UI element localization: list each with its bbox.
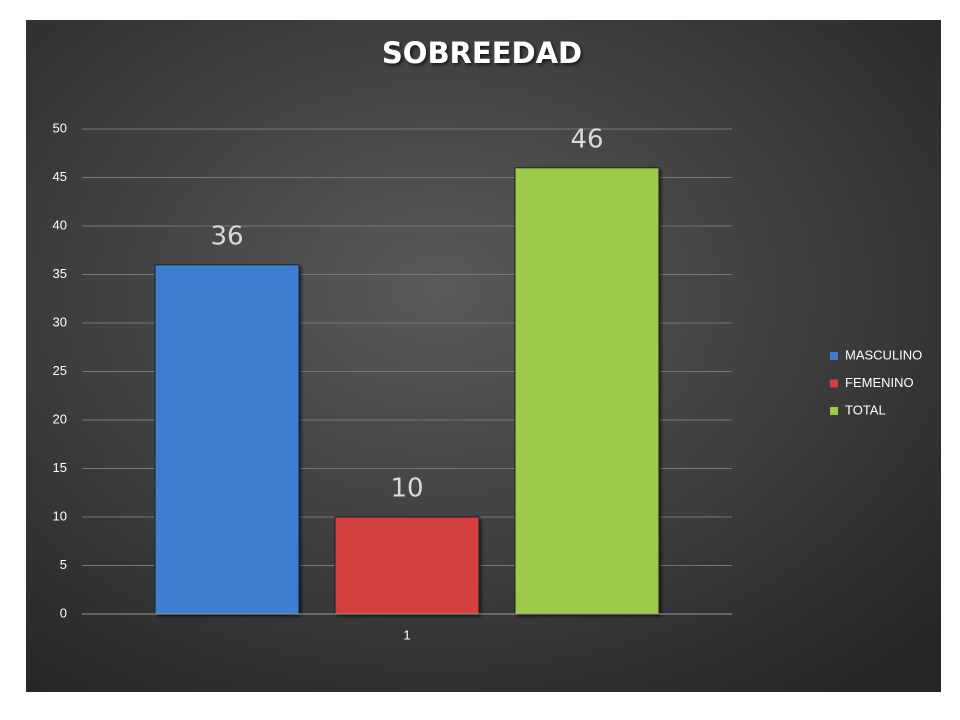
y-tick-label: 50	[53, 120, 67, 135]
y-tick-label: 45	[53, 169, 67, 184]
y-tick-label: 35	[53, 266, 67, 281]
legend-marker	[830, 407, 838, 415]
data-label: 46	[570, 124, 603, 154]
bar	[154, 264, 300, 615]
bar	[334, 516, 480, 615]
y-tick-label: 5	[60, 557, 67, 572]
y-tick-label: 0	[60, 605, 67, 620]
y-tick-label: 15	[53, 460, 67, 475]
chart-title: SOBREEDAD	[382, 36, 582, 70]
legend-label: FEMENINO	[845, 375, 914, 390]
legend-label: MASCULINO	[845, 347, 922, 362]
legend-label: TOTAL	[845, 402, 886, 417]
legend-marker	[830, 352, 838, 360]
bar	[514, 167, 660, 615]
y-tick-label: 40	[53, 217, 67, 232]
x-tick-label: 1	[403, 627, 410, 642]
y-tick-label: 30	[53, 314, 67, 329]
y-tick-label: 20	[53, 411, 67, 426]
y-tick-label: 10	[53, 508, 67, 523]
y-tick-label: 25	[53, 363, 67, 378]
data-label: 10	[390, 474, 423, 504]
legend-marker	[830, 379, 838, 388]
data-label: 36	[210, 221, 243, 251]
